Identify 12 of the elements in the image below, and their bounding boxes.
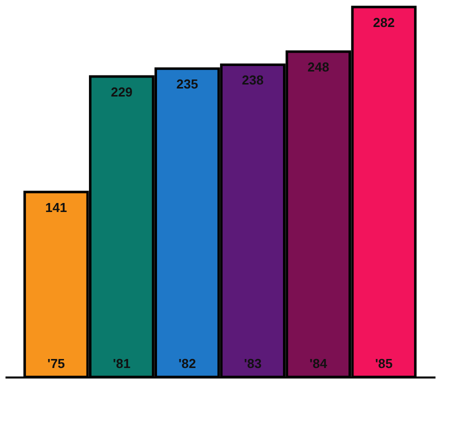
x-tick-label: '84 bbox=[310, 356, 328, 371]
x-tick-label: '81 bbox=[112, 356, 130, 371]
x-tick-label: '85 bbox=[375, 356, 393, 371]
data-label: 238 bbox=[242, 72, 264, 88]
x-tick-label: '83 bbox=[244, 356, 262, 371]
x-tick-label: '75 bbox=[47, 356, 65, 371]
data-label: 229 bbox=[110, 84, 133, 100]
data-label: 282 bbox=[373, 15, 395, 30]
data-label: 235 bbox=[176, 76, 198, 92]
x-tick-label: '82 bbox=[178, 356, 196, 371]
data-label: 141 bbox=[45, 200, 67, 215]
data-label: 248 bbox=[307, 60, 330, 75]
